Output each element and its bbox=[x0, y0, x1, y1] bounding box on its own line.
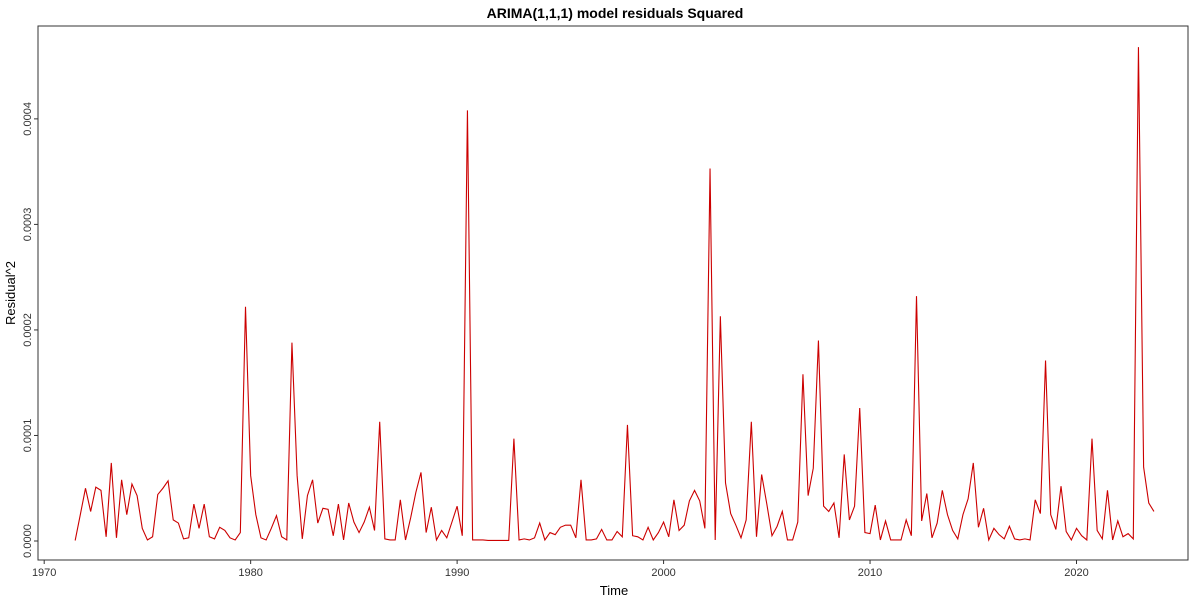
y-tick-label: 0.0000 bbox=[22, 524, 34, 558]
x-tick-label: 2020 bbox=[1064, 567, 1088, 579]
x-tick-label: 2010 bbox=[858, 567, 882, 579]
x-tick-label: 1990 bbox=[445, 567, 469, 579]
x-tick-label: 1970 bbox=[32, 567, 56, 579]
x-axis: 1970 1980 1990 2000 2010 2020 bbox=[32, 560, 1089, 579]
residuals-series-line bbox=[74, 47, 1155, 542]
plot-panel bbox=[37, 25, 1189, 561]
x-axis-label: Time bbox=[600, 583, 628, 598]
x-tick-label: 2000 bbox=[651, 567, 675, 579]
y-tick-label: 0.0001 bbox=[22, 419, 34, 453]
y-tick-label: 0.0004 bbox=[22, 102, 34, 136]
x-tick-label: 1980 bbox=[238, 567, 262, 579]
y-tick-label: 0.0003 bbox=[22, 208, 34, 242]
y-tick-label: 0.0002 bbox=[22, 313, 34, 347]
y-axis-label: Residual^2 bbox=[3, 261, 18, 325]
y-axis: 0.0000 0.0001 0.0002 0.0003 0.0004 bbox=[22, 102, 38, 558]
chart-title: ARIMA(1,1,1) model residuals Squared bbox=[487, 5, 744, 21]
series-layer bbox=[74, 47, 1155, 542]
